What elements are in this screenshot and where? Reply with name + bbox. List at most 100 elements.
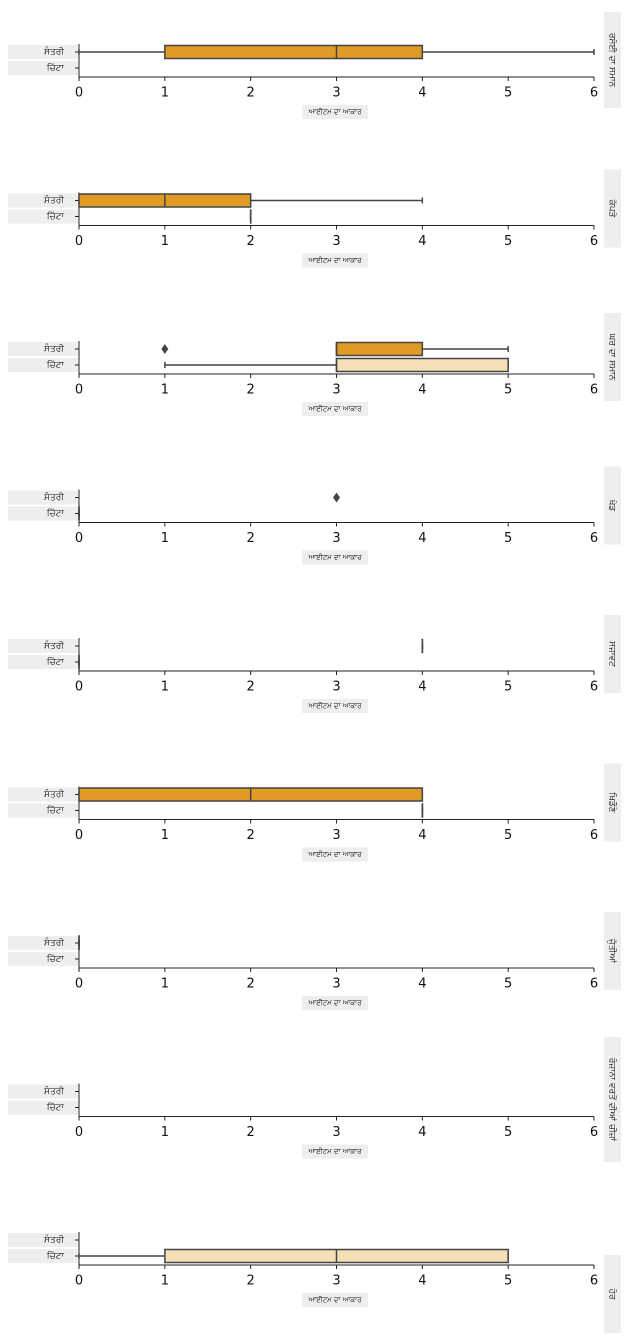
x-tick-label: 2 bbox=[247, 1274, 255, 1289]
x-tick-label: 6 bbox=[590, 1125, 598, 1140]
category-label-bg bbox=[8, 804, 78, 818]
side-title: ਘਰ ਦਾ ਸਮਾਨ bbox=[607, 333, 617, 381]
x-label: ਆਈਟਮ ਦਾ ਆਕਾਰ bbox=[307, 257, 362, 265]
x-tick-label: 2 bbox=[247, 828, 255, 843]
category-label: ਚਿੱਟਾ bbox=[46, 360, 65, 371]
category-label: ਚਿੱਟਾ bbox=[46, 211, 65, 222]
x-tick-label: 6 bbox=[590, 1274, 598, 1289]
category-label: ਸੰਤਰੀ bbox=[43, 46, 64, 58]
side-title-group: ਰਸੋਈ ਦਾ ਸਮਾਨ bbox=[604, 12, 621, 108]
x-tick-label: 3 bbox=[332, 1125, 340, 1140]
x-tick-label: 3 bbox=[332, 531, 340, 546]
box bbox=[337, 359, 509, 372]
side-title: ਸਜਾਵਟ bbox=[607, 640, 617, 667]
x-label: ਆਈਟਮ ਦਾ ਆਕਾਰ bbox=[307, 108, 362, 116]
x-tick-label: 2 bbox=[247, 383, 255, 398]
x-tick-label: 3 bbox=[332, 680, 340, 695]
x-tick-label: 6 bbox=[590, 531, 598, 546]
category-label: ਸੰਤਰੀ bbox=[43, 937, 64, 949]
x-tick-label: 2 bbox=[247, 234, 255, 249]
x-tick-label: 1 bbox=[161, 680, 169, 695]
x-tick-label: 0 bbox=[75, 828, 83, 843]
x-tick-label: 1 bbox=[161, 531, 169, 546]
side-title: ਜੁੱਤੀਆਂ bbox=[607, 938, 618, 963]
category-label-bg bbox=[8, 210, 78, 224]
category-label-bg bbox=[8, 1101, 78, 1115]
x-tick-label: 4 bbox=[418, 383, 426, 398]
category-label: ਸੰਤਰੀ bbox=[43, 1234, 64, 1246]
side-title-group: ਸਜਾਵਟ bbox=[604, 615, 621, 693]
box bbox=[337, 343, 423, 356]
x-tick-label: 2 bbox=[247, 86, 255, 101]
x-tick-label: 5 bbox=[504, 383, 512, 398]
side-title: ਰੋਜ਼ਾਨਾ ਵਰਤੋਂ ਦੀਆਂ ਚੀਜ਼ਾਂ bbox=[607, 1057, 619, 1142]
x-tick-label: 0 bbox=[75, 383, 83, 398]
x-tick-label: 3 bbox=[332, 1274, 340, 1289]
category-label: ਚਿੱਟਾ bbox=[46, 805, 65, 816]
category-label-bg bbox=[8, 952, 78, 966]
category-label: ਸੰਤਰੀ bbox=[43, 194, 64, 206]
x-tick-label: 0 bbox=[75, 1125, 83, 1140]
x-tick-label: 6 bbox=[590, 383, 598, 398]
x-tick-label: 5 bbox=[504, 86, 512, 101]
category-label: ਚਿੱਟਾ bbox=[46, 1251, 65, 1262]
x-tick-label: 5 bbox=[504, 1274, 512, 1289]
x-label: ਆਈਟਮ ਦਾ ਆਕਾਰ bbox=[307, 702, 362, 710]
x-tick-label: 5 bbox=[504, 828, 512, 843]
category-label: ਸੰਤਰੀ bbox=[43, 1085, 64, 1097]
side-title: ਹੋਰ bbox=[607, 1287, 619, 1300]
x-tick-label: 2 bbox=[247, 977, 255, 992]
x-tick-label: 5 bbox=[504, 234, 512, 249]
x-tick-label: 2 bbox=[247, 1125, 255, 1140]
side-title-group: ਜੁੱਤੀਆਂ bbox=[604, 912, 621, 990]
x-label: ਆਈਟਮ ਦਾ ਆਕਾਰ bbox=[307, 405, 362, 413]
category-label: ਚਿੱਟਾ bbox=[46, 508, 65, 519]
x-tick-label: 6 bbox=[590, 86, 598, 101]
category-label: ਚਿੱਟਾ bbox=[46, 63, 65, 74]
box bbox=[165, 46, 423, 59]
x-tick-label: 4 bbox=[418, 977, 426, 992]
x-tick-label: 1 bbox=[161, 86, 169, 101]
x-tick-label: 1 bbox=[161, 828, 169, 843]
side-title-group: ਰੋਜ਼ਾਨਾ ਵਰਤੋਂ ਦੀਆਂ ਚੀਜ਼ਾਂ bbox=[604, 1037, 621, 1162]
side-title: ਕੱਪੜੇ bbox=[607, 199, 618, 219]
x-tick-label: 4 bbox=[418, 86, 426, 101]
x-tick-label: 0 bbox=[75, 1274, 83, 1289]
x-tick-label: 2 bbox=[247, 680, 255, 695]
side-title-group: ਘਰ ਦਾ ਸਮਾਨ bbox=[604, 313, 621, 401]
category-label: ਸੰਤਰੀ bbox=[43, 640, 64, 652]
x-tick-label: 4 bbox=[418, 1125, 426, 1140]
x-tick-label: 1 bbox=[161, 977, 169, 992]
x-tick-label: 4 bbox=[418, 680, 426, 695]
side-title: ਖੇਡ bbox=[607, 499, 618, 513]
x-tick-label: 0 bbox=[75, 86, 83, 101]
x-tick-label: 3 bbox=[332, 86, 340, 101]
category-label: ਚਿੱਟਾ bbox=[46, 1102, 65, 1113]
category-label: ਚਿੱਟਾ bbox=[46, 954, 65, 965]
side-title-group: ਹੋਰ bbox=[604, 1255, 621, 1333]
x-label: ਆਈਟਮ ਦਾ ਆਕਾਰ bbox=[307, 1148, 362, 1156]
side-title: ਰਸੋਈ ਦਾ ਸਮਾਨ bbox=[607, 32, 619, 88]
x-tick-label: 3 bbox=[332, 383, 340, 398]
x-tick-label: 3 bbox=[332, 828, 340, 843]
x-tick-label: 4 bbox=[418, 531, 426, 546]
side-title-group: ਖੇਡ bbox=[604, 467, 621, 545]
x-tick-label: 5 bbox=[504, 531, 512, 546]
x-tick-label: 3 bbox=[332, 977, 340, 992]
category-label: ਸੰਤਰੀ bbox=[43, 343, 64, 355]
x-tick-label: 6 bbox=[590, 828, 598, 843]
x-tick-label: 3 bbox=[332, 234, 340, 249]
x-tick-label: 6 bbox=[590, 680, 598, 695]
x-tick-label: 4 bbox=[418, 828, 426, 843]
x-tick-label: 5 bbox=[504, 977, 512, 992]
x-label: ਆਈਟਮ ਦਾ ਆਕਾਰ bbox=[307, 999, 362, 1007]
category-label: ਚਿੱਟਾ bbox=[46, 657, 65, 668]
